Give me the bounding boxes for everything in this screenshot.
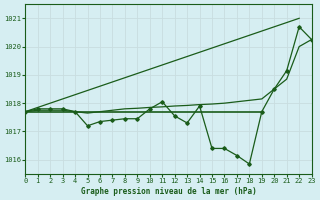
X-axis label: Graphe pression niveau de la mer (hPa): Graphe pression niveau de la mer (hPa) bbox=[81, 187, 256, 196]
